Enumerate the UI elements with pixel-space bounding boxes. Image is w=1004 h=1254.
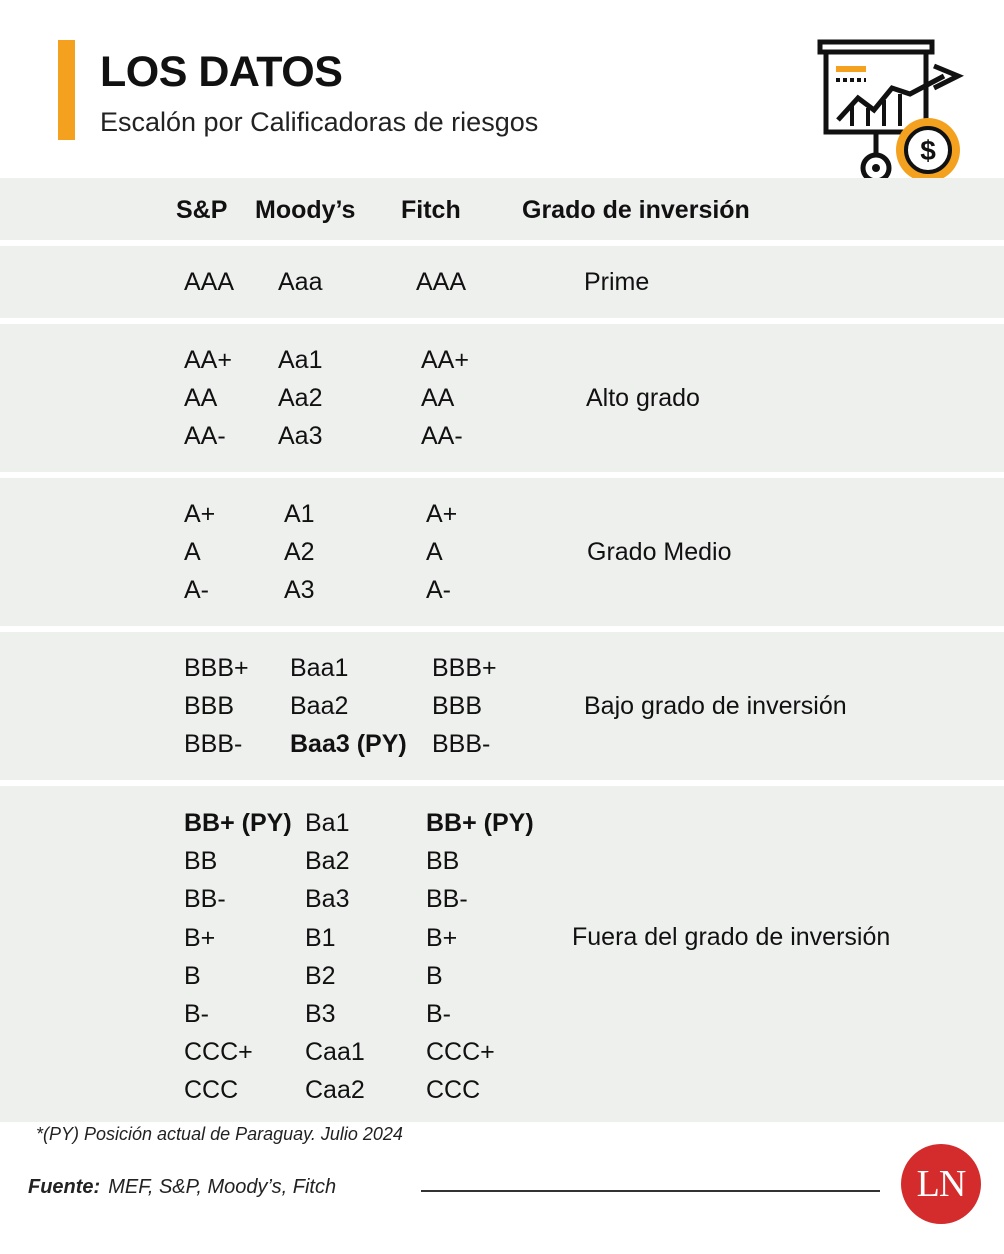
rating-cell: Ba1: [305, 809, 350, 837]
presentation-chart-dollar-icon: $: [817, 39, 965, 184]
rating-cell: AAA: [416, 268, 467, 296]
source-label: Fuente:: [28, 1176, 101, 1198]
rating-cell: Caa2: [305, 1076, 365, 1105]
sp-ratings: A+ A A-: [184, 495, 215, 610]
rating-cell: Aa3: [278, 422, 323, 451]
column-header-moodys: Moody’s: [255, 196, 356, 224]
table-group-fuera-grado: BB+ (PY) BB BB- B+ B B- CCC+ CCC Ba1 Ba2…: [0, 786, 1004, 1122]
rating-cell: Ba2: [305, 847, 350, 876]
fitch-ratings: AA+ AA AA-: [421, 341, 469, 456]
ratings-table: S&P Moody’s Fitch Grado de inversión AAA…: [0, 178, 1004, 1122]
rating-cell: A+: [184, 500, 216, 528]
sp-ratings: AA+ AA AA-: [184, 341, 232, 456]
table-header-row: S&P Moody’s Fitch Grado de inversión: [0, 178, 1004, 240]
rating-cell: BBB+: [184, 654, 249, 682]
rating-cell: B-: [426, 999, 451, 1028]
table-group-grado-medio: A+ A A- A1 A2 A3 A+ A A- Grado Medio: [0, 478, 1004, 626]
rating-cell: AA: [184, 384, 218, 413]
rating-cell: CCC+: [184, 1038, 253, 1067]
moodys-ratings: Aa1 Aa2 Aa3: [278, 341, 322, 456]
rating-cell: B3: [305, 999, 336, 1028]
moodys-ratings: Baa1 Baa2 Baa3 (PY): [290, 649, 407, 764]
fitch-ratings: A+ A A-: [426, 495, 457, 610]
grade-label: Bajo grado de inversión: [584, 692, 847, 720]
rating-cell: CCC: [426, 1076, 481, 1105]
fitch-ratings: AAA: [416, 263, 466, 301]
column-header-grade: Grado de inversión: [522, 196, 750, 224]
table-group-bajo-grado: BBB+ BBB BBB- Baa1 Baa2 Baa3 (PY) BBB+ B…: [0, 632, 1004, 780]
rating-cell: B+: [184, 923, 216, 952]
rating-cell: B+: [426, 923, 458, 952]
rating-cell: Ba3: [305, 885, 350, 914]
sp-ratings: AAA: [184, 263, 234, 301]
rating-cell: BBB-: [432, 730, 491, 759]
rating-cell: AA+: [184, 346, 232, 374]
source-line: Fuente: MEF, S&P, Moody’s, Fitch: [28, 1176, 336, 1199]
grade-label: Grado Medio: [587, 538, 732, 566]
svg-text:$: $: [920, 135, 936, 166]
rating-cell: AA: [421, 384, 455, 413]
grade-label: Fuera del grado de inversión: [572, 923, 891, 951]
grade-label: Alto grado: [586, 384, 700, 412]
rating-cell: CCC: [184, 1076, 239, 1105]
brand-logo: LN: [901, 1144, 981, 1224]
table-group-prime: AAA Aaa AAA Prime: [0, 246, 1004, 318]
moodys-ratings: A1 A2 A3: [284, 495, 315, 610]
fitch-ratings: BBB+ BBB BBB-: [432, 649, 497, 764]
rating-cell: B1: [305, 923, 336, 952]
rating-cell: Baa1: [290, 654, 349, 682]
rating-cell: BB: [184, 847, 218, 876]
rating-cell: B2: [305, 961, 336, 990]
moodys-ratings: Ba1 Ba2 Ba3 B1 B2 B3 Caa1 Caa2: [305, 804, 365, 1110]
rating-cell: B: [426, 961, 443, 990]
rating-cell: Baa2: [290, 692, 349, 721]
rating-cell: Aa2: [278, 384, 323, 413]
footnote: *(PY) Posición actual de Paraguay. Julio…: [36, 1124, 403, 1144]
rating-cell: A: [426, 538, 443, 567]
table-group-alto-grado: AA+ AA AA- Aa1 Aa2 Aa3 AA+ AA AA- Alto g…: [0, 324, 1004, 472]
source-text: MEF, S&P, Moody’s, Fitch: [108, 1176, 337, 1198]
rating-cell: B: [184, 961, 201, 990]
rating-cell: BBB+: [432, 654, 497, 682]
rating-cell: A: [184, 538, 201, 567]
rating-cell: A-: [426, 576, 451, 605]
page-subtitle: Escalón por Calificadoras de riesgos: [100, 107, 539, 137]
rating-cell: BB-: [184, 885, 226, 914]
rating-cell: A2: [284, 538, 315, 567]
rating-cell: A3: [284, 576, 315, 605]
rating-cell: B-: [184, 999, 209, 1028]
rating-cell: Caa1: [305, 1038, 365, 1067]
rating-cell-paraguay-current: Baa3 (PY): [290, 730, 407, 759]
grade-label: Prime: [584, 268, 650, 296]
rating-cell: Aa1: [278, 346, 323, 374]
fitch-ratings: BB+ (PY) BB BB- B+ B B- CCC+ CCC: [426, 804, 534, 1110]
rating-cell: BB-: [426, 885, 468, 914]
page-title: LOS DATOS: [100, 48, 343, 96]
rating-cell: BBB-: [184, 730, 243, 759]
rating-cell-paraguay-current: BB+ (PY): [426, 809, 534, 837]
rating-cell-paraguay-current: BB+ (PY): [184, 809, 292, 837]
accent-bar: [58, 40, 75, 140]
divider: [421, 1190, 880, 1192]
moodys-ratings: Aaa: [278, 263, 322, 301]
rating-cell: Aaa: [278, 268, 323, 296]
rating-cell: CCC+: [426, 1038, 495, 1067]
rating-cell: BBB: [432, 692, 483, 721]
column-header-fitch: Fitch: [401, 196, 461, 224]
rating-cell: AAA: [184, 268, 235, 296]
rating-cell: AA-: [184, 422, 226, 451]
rating-cell: BB: [426, 847, 460, 876]
rating-cell: AA-: [421, 422, 463, 451]
sp-ratings: BBB+ BBB BBB-: [184, 649, 249, 764]
column-header-sp: S&P: [176, 196, 228, 224]
rating-cell: A-: [184, 576, 209, 605]
sp-ratings: BB+ (PY) BB BB- B+ B B- CCC+ CCC: [184, 804, 292, 1110]
rating-cell: A1: [284, 500, 315, 528]
rating-cell: A+: [426, 500, 458, 528]
rating-cell: AA+: [421, 346, 469, 374]
rating-cell: BBB: [184, 692, 235, 721]
